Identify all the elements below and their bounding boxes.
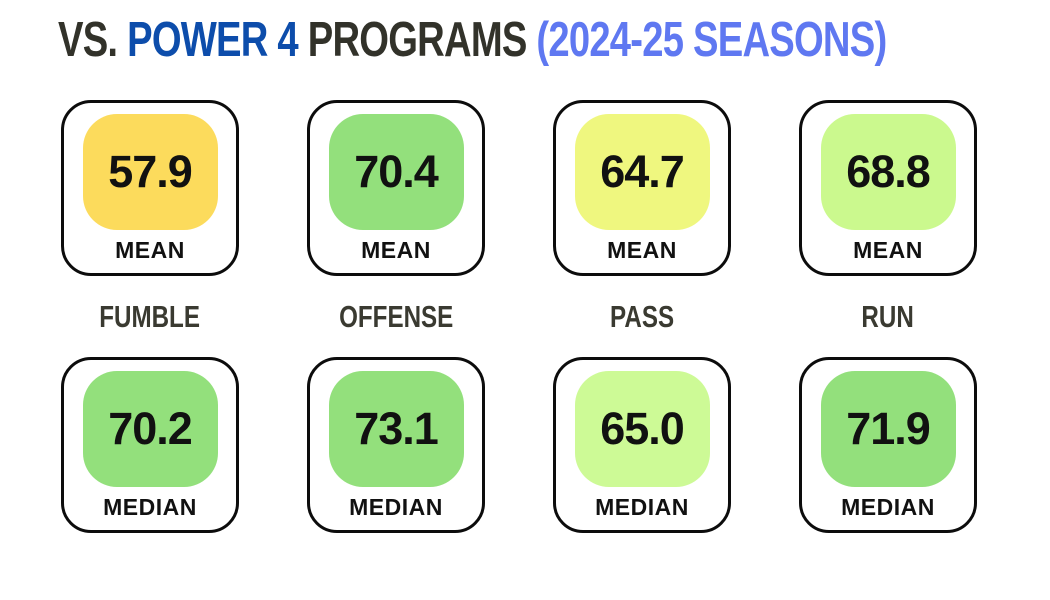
title-programs: PROGRAMS (307, 13, 537, 67)
stat-value: 73.1 (354, 403, 439, 454)
stat-tile: 70.4 (328, 114, 464, 230)
stat-type-label: MEAN (607, 237, 677, 263)
stat-value: 65.0 (600, 403, 685, 454)
category-label-pass: PASS (553, 276, 731, 357)
title-seasons: (2024-25 SEASONS) (536, 13, 887, 67)
stat-tile: 65.0 (574, 371, 710, 487)
stat-tile: 71.9 (820, 371, 956, 487)
stat-card-pass-median: 65.0 MEDIAN (553, 357, 731, 533)
stat-type-label: MEAN (853, 237, 923, 263)
stat-card-fumble-median: 70.2 MEDIAN (61, 357, 239, 533)
page-title: VS. POWER 4 PROGRAMS (2024-25 SEASONS) (58, 12, 887, 68)
stat-value: 57.9 (108, 146, 193, 197)
stat-card-run-median: 71.9 MEDIAN (799, 357, 977, 533)
stat-value: 64.7 (600, 146, 685, 197)
category-text: PASS (609, 298, 675, 334)
title-vs: VS. (58, 13, 128, 67)
stat-tile: 64.7 (574, 114, 710, 230)
stat-tile: 68.8 (820, 114, 956, 230)
stat-value: 70.4 (354, 146, 439, 197)
title-power4: POWER 4 (127, 13, 308, 67)
category-text: OFFENSE (338, 298, 454, 334)
stat-type-label: MEDIAN (595, 494, 689, 520)
stat-tile: 73.1 (328, 371, 464, 487)
category-label-offense: OFFENSE (307, 276, 485, 357)
stat-type-label: MEDIAN (841, 494, 935, 520)
stat-tile: 57.9 (82, 114, 218, 230)
stat-type-label: MEAN (115, 237, 185, 263)
stat-value: 70.2 (108, 403, 193, 454)
stat-value: 71.9 (846, 403, 931, 454)
stat-card-run-mean: 68.8 MEAN (799, 100, 977, 276)
stat-card-fumble-mean: 57.9 MEAN (61, 100, 239, 276)
stats-grid: 57.9 MEAN 70.4 MEAN 64.7 MEAN 68.8 MEAN … (61, 100, 977, 533)
category-label-run: RUN (799, 276, 977, 357)
stat-card-offense-median: 73.1 MEDIAN (307, 357, 485, 533)
category-text: FUMBLE (99, 298, 201, 334)
category-label-fumble: FUMBLE (61, 276, 239, 357)
stat-type-label: MEAN (361, 237, 431, 263)
category-text: RUN (861, 298, 915, 334)
stat-type-label: MEDIAN (349, 494, 443, 520)
stat-value: 68.8 (846, 146, 931, 197)
stat-card-pass-mean: 64.7 MEAN (553, 100, 731, 276)
stat-type-label: MEDIAN (103, 494, 197, 520)
stat-tile: 70.2 (82, 371, 218, 487)
stat-card-offense-mean: 70.4 MEAN (307, 100, 485, 276)
